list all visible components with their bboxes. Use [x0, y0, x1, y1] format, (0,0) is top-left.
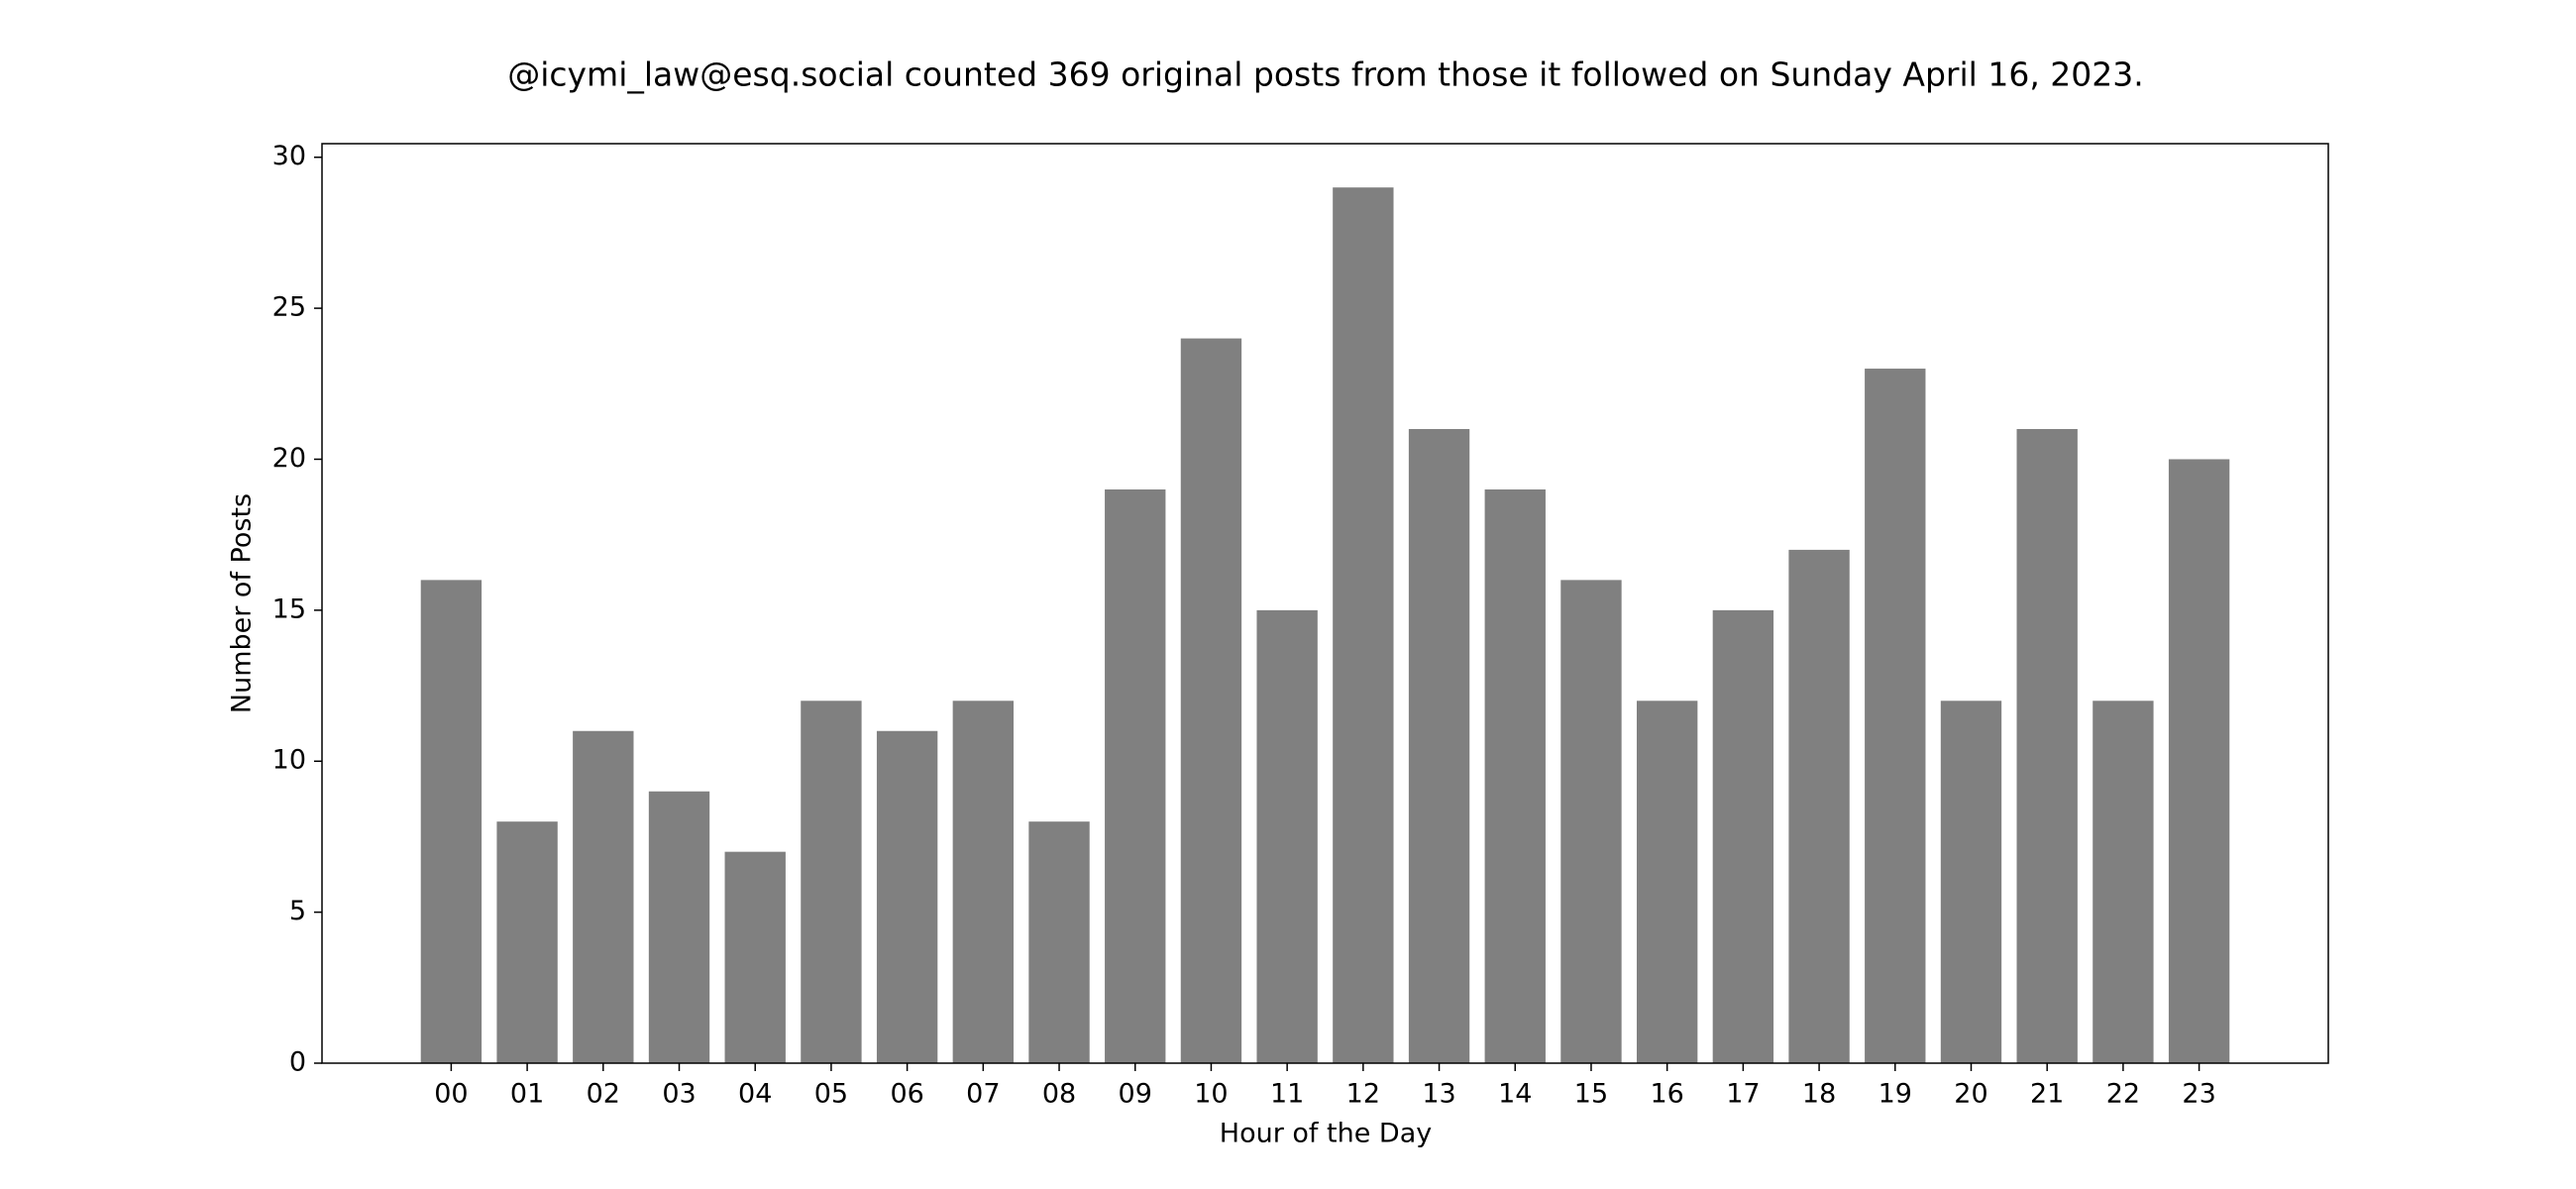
x-tick-label: 05	[814, 1079, 848, 1110]
x-tick-label: 15	[1574, 1079, 1608, 1110]
bar	[1865, 369, 1926, 1063]
bar	[1712, 609, 1774, 1063]
x-tick-label: 11	[1270, 1079, 1304, 1110]
y-tick-label: 30	[272, 141, 306, 171]
y-tick-label: 0	[289, 1047, 306, 1078]
bar	[1408, 429, 1470, 1063]
x-tick-label: 03	[662, 1079, 696, 1110]
bar	[1028, 821, 1090, 1063]
bar	[1105, 488, 1166, 1063]
bar	[2016, 429, 2078, 1063]
x-tick-label: 10	[1194, 1079, 1228, 1110]
x-tick-label: 13	[1422, 1079, 1455, 1110]
bar	[2093, 701, 2154, 1063]
bar	[724, 851, 786, 1063]
bar	[496, 821, 558, 1063]
bar	[952, 701, 1015, 1063]
x-tick-label: 16	[1650, 1079, 1683, 1110]
x-tick-label: 06	[890, 1079, 923, 1110]
plot-frame	[321, 143, 2329, 1064]
y-tick-label: 25	[272, 292, 306, 323]
bar	[1256, 609, 1318, 1063]
bar	[1940, 701, 2002, 1063]
y-tick-label: 20	[272, 443, 306, 474]
bar	[1788, 549, 1850, 1063]
y-tick-label: 5	[289, 896, 306, 926]
x-tick-label: 19	[1878, 1079, 1912, 1110]
x-tick-label: 17	[1726, 1079, 1760, 1110]
bar	[1636, 701, 1698, 1063]
bar	[801, 701, 862, 1063]
bar	[420, 580, 483, 1063]
x-tick-label: 20	[1954, 1079, 1987, 1110]
x-tick-label: 07	[966, 1079, 1000, 1110]
y-axis-label: Number of Posts	[227, 493, 258, 713]
x-tick-label: 08	[1042, 1079, 1076, 1110]
x-tick-label: 02	[587, 1079, 620, 1110]
x-tick-label: 09	[1119, 1079, 1152, 1110]
x-tick-label: 21	[2030, 1079, 2064, 1110]
x-tick-label: 01	[510, 1079, 544, 1110]
bar	[2168, 459, 2230, 1063]
bar	[1333, 187, 1394, 1063]
bar	[648, 791, 710, 1063]
bar	[1484, 488, 1546, 1063]
x-tick-label: 18	[1802, 1079, 1836, 1110]
x-tick-label: 14	[1498, 1079, 1532, 1110]
bar	[573, 730, 634, 1063]
x-tick-label: 23	[2182, 1079, 2215, 1110]
x-tick-label: 04	[738, 1079, 772, 1110]
x-tick-label: 00	[434, 1079, 468, 1110]
x-tick-label: 12	[1346, 1079, 1380, 1110]
bar	[876, 730, 938, 1063]
y-tick-label: 15	[272, 594, 306, 624]
bar	[1180, 338, 1242, 1064]
chart-title: @icymi_law@esq.social counted 369 origin…	[507, 55, 2144, 94]
x-axis-label: Hour of the Day	[1220, 1119, 1432, 1149]
y-tick-label: 10	[272, 745, 306, 776]
bar	[1560, 580, 1622, 1063]
x-tick-label: 22	[2106, 1079, 2140, 1110]
